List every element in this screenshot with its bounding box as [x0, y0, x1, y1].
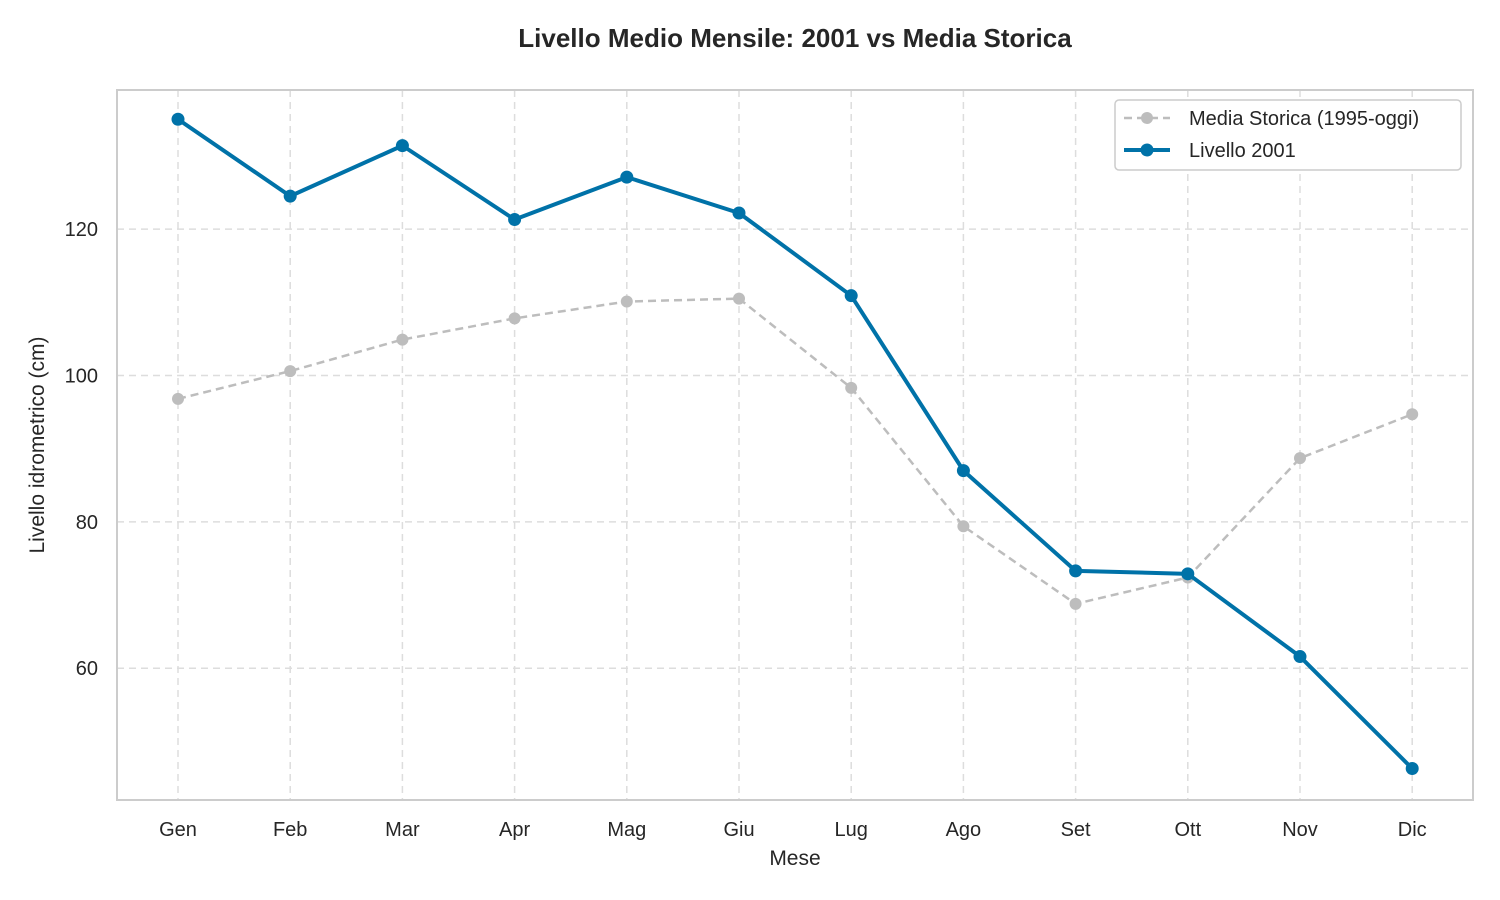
plot-frame — [116, 89, 1474, 801]
legend-label-livello-2001: Livello 2001 — [1189, 140, 1296, 162]
x-tick-label-set: Set — [1061, 819, 1091, 841]
data-point-media-storica-feb — [284, 365, 297, 378]
data-point-livello-2001-mag — [620, 170, 634, 184]
data-point-livello-2001-gen — [171, 112, 185, 126]
data-point-media-storica-lug — [845, 381, 858, 394]
x-tick-label-dic: Dic — [1398, 819, 1427, 841]
data-point-media-storica-apr — [508, 312, 521, 325]
data-point-livello-2001-ott — [1181, 567, 1195, 581]
chart-title: Livello Medio Mensile: 2001 vs Media Sto… — [518, 23, 1072, 53]
data-point-livello-2001-giu — [732, 206, 746, 220]
data-point-livello-2001-apr — [508, 213, 522, 227]
x-tick-label-feb: Feb — [273, 819, 307, 841]
data-point-media-storica-set — [1069, 597, 1082, 610]
data-point-media-storica-ago — [957, 520, 970, 533]
data-point-livello-2001-mar — [395, 139, 409, 153]
data-point-media-storica-dic — [1406, 408, 1419, 421]
legend-marker-dot-livello-2001 — [1140, 143, 1154, 157]
y-axis-label: Livello idrometrico (cm) — [26, 336, 49, 553]
series-layer — [171, 112, 1419, 776]
grid — [117, 90, 1473, 800]
x-tick-label-nov: Nov — [1282, 819, 1318, 841]
x-tick-label-ago: Ago — [946, 819, 982, 841]
x-tick-label-gen: Gen — [159, 819, 197, 841]
legend: Media Storica (1995-oggi) Livello 2001 — [1114, 99, 1462, 171]
series-line-media-storica — [177, 297, 1413, 606]
legend-marker-dot-media-storica — [1141, 112, 1153, 124]
x-axis-label: Mese — [769, 847, 820, 870]
tick-labels: Gen Feb Mar Apr Mag Giu Lug Ago Set Ott Nov Dic 60 80… — [65, 219, 1427, 841]
legend-label-media-storica: Media Storica (1995-oggi) — [1189, 108, 1419, 130]
y-tick-label-120: 120 — [65, 219, 98, 241]
x-tick-label-apr: Apr — [499, 819, 530, 841]
x-tick-label-mar: Mar — [385, 819, 420, 841]
data-point-media-storica-nov — [1294, 452, 1306, 465]
y-tick-label-60: 60 — [76, 658, 98, 680]
data-point-livello-2001-lug — [844, 289, 858, 303]
data-point-media-storica-mag — [620, 295, 633, 308]
data-point-media-storica-giu — [733, 292, 745, 305]
data-point-livello-2001-set — [1069, 564, 1083, 578]
data-point-livello-2001-dic — [1405, 762, 1419, 776]
x-tick-label-lug: Lug — [835, 819, 868, 841]
data-point-media-storica-mar — [396, 333, 409, 346]
x-tick-label-mag: Mag — [607, 819, 646, 841]
y-tick-label-100: 100 — [65, 365, 98, 387]
legend-box — [1114, 99, 1462, 171]
series-line-livello-2001 — [176, 117, 1414, 770]
data-point-media-storica-gen — [172, 392, 184, 405]
data-point-livello-2001-feb — [283, 189, 297, 203]
x-tick-label-giu: Giu — [723, 819, 754, 841]
data-point-livello-2001-ago — [956, 464, 970, 478]
x-tick-label-ott: Ott — [1174, 819, 1201, 841]
y-tick-label-80: 80 — [76, 512, 98, 534]
data-point-livello-2001-nov — [1293, 650, 1307, 664]
